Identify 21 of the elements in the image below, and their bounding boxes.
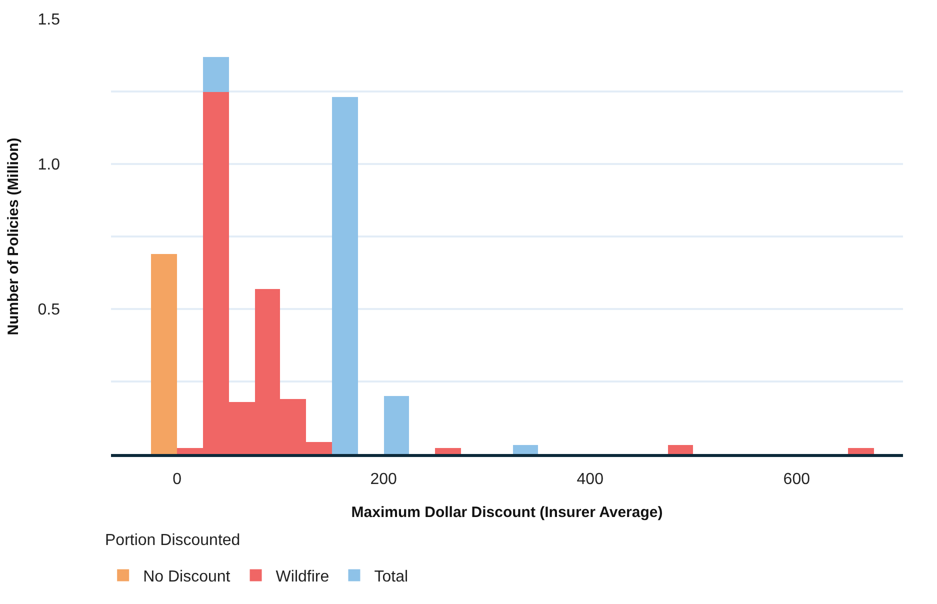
x-tick-label: 400: [576, 471, 604, 488]
legend-label: No Discount: [143, 568, 231, 586]
x-tick-label: 200: [370, 471, 398, 488]
bar: [848, 448, 874, 454]
bar: [384, 396, 409, 454]
y-tick-label: 1.5: [38, 12, 60, 29]
legend-title: Portion Discounted: [105, 532, 240, 549]
bar: [513, 445, 538, 454]
bar: [203, 57, 229, 92]
y-tick-label: 0.5: [38, 302, 60, 319]
bar: [435, 448, 461, 454]
bar: [332, 97, 358, 454]
y-axis-title: Number of Policies (Million): [5, 138, 22, 336]
x-tick-label: 0: [172, 471, 182, 488]
y-tick-label: 1.0: [38, 156, 60, 174]
bar: [151, 254, 177, 454]
bar: [668, 445, 693, 454]
x-tick-label: 600: [783, 471, 810, 488]
legend-label: Wildfire: [276, 568, 330, 586]
x-axis-title: Maximum Dollar Discount (Insurer Average): [351, 504, 663, 522]
legend-label: Total: [374, 568, 408, 586]
